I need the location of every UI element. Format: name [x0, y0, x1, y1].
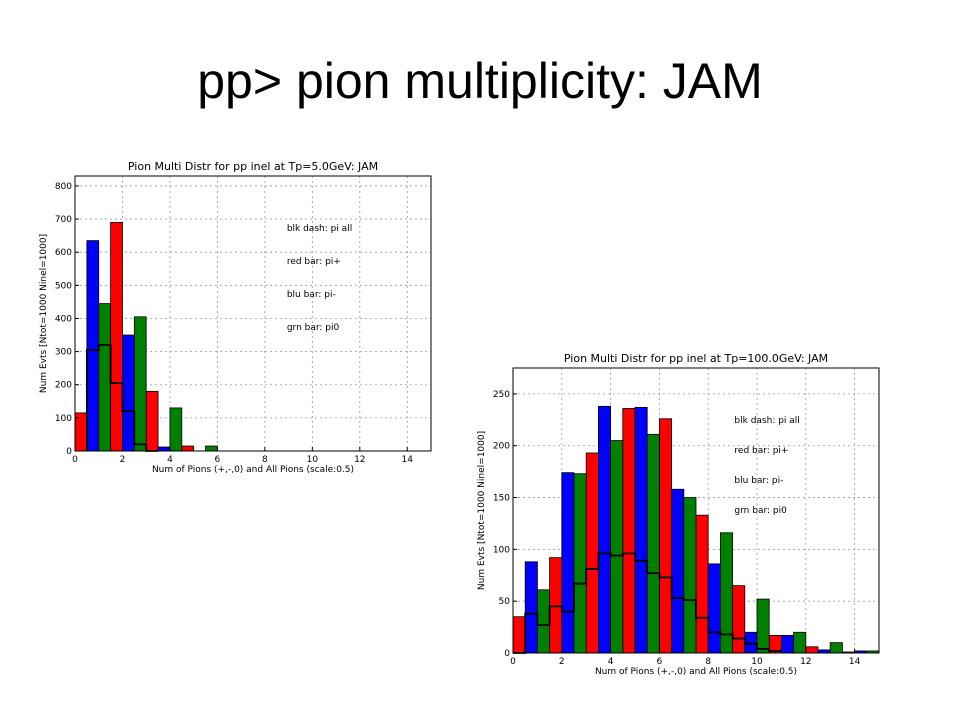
bar [732, 585, 746, 654]
bar [524, 561, 538, 654]
bar [122, 334, 135, 452]
y-tick-label: 200 [55, 381, 72, 391]
bar [683, 497, 697, 654]
y-tick-label: 0 [504, 649, 510, 659]
y-tick-label: 500 [55, 281, 72, 291]
y-tick-label: 100 [493, 545, 510, 555]
y-axis-label: Num Evts [Ntot=1000 Ninel=1000] [39, 234, 49, 393]
plot-frame [512, 367, 880, 654]
x-tick-label: 12 [354, 455, 365, 465]
bar [181, 445, 195, 452]
legend-entry: red bar: pi+ [287, 257, 341, 267]
bar [512, 616, 526, 654]
pi-all-step-line [85, 344, 159, 452]
x-tick-label: 2 [559, 657, 565, 667]
bar [610, 440, 624, 654]
x-tick-label: 8 [705, 657, 711, 667]
y-axis-label: Num Evts [Ntot=1000 Ninel=1000] [477, 431, 487, 590]
pi-all-step-line [513, 552, 782, 654]
x-tick-label: 4 [167, 455, 173, 465]
x-tick-label: 2 [120, 455, 126, 465]
bar [658, 418, 672, 654]
x-tick-label: 6 [215, 455, 221, 465]
y-tick-label: 0 [66, 447, 72, 457]
y-tick-label: 250 [493, 390, 510, 400]
y-tick-label: 150 [493, 494, 510, 504]
bar [805, 646, 819, 654]
bar [597, 405, 611, 654]
bar [157, 446, 171, 452]
x-tick-label: 12 [800, 657, 811, 667]
plot-frame [74, 175, 432, 452]
bar [133, 316, 147, 452]
bar [622, 408, 636, 654]
y-tick-label: 200 [493, 442, 510, 452]
y-tick-label: 700 [55, 215, 72, 225]
bar [829, 642, 843, 654]
bar [780, 634, 794, 654]
x-tick-label: 0 [72, 455, 78, 465]
chart-tp5: Pion Multi Distr for pp inel at Tp=5.0Ge… [39, 160, 432, 475]
x-tick-label: 4 [608, 657, 614, 667]
bar [549, 557, 563, 654]
bar [585, 452, 599, 654]
bar [169, 407, 183, 452]
bar [634, 406, 648, 654]
bar [86, 240, 100, 452]
bar [695, 514, 709, 654]
legend-entry: blk dash: pi all [287, 224, 352, 234]
y-tick-label: 100 [55, 414, 72, 424]
bar [646, 433, 660, 654]
chart-title: Pion Multi Distr for pp inel at Tp=5.0Ge… [128, 160, 378, 173]
x-tick-label: 8 [262, 455, 268, 465]
y-tick-label: 600 [55, 248, 72, 258]
x-axis-label: Num of Pions (+,-,0) and All Pions (scal… [152, 465, 354, 475]
bar [671, 488, 685, 654]
x-tick-label: 6 [657, 657, 663, 667]
bar [756, 598, 770, 654]
bar [707, 563, 721, 654]
bar [573, 473, 587, 654]
bar [145, 390, 159, 452]
legend-entry: blk dash: pi all [734, 416, 799, 426]
y-tick-label: 50 [499, 597, 511, 607]
x-tick-label: 14 [849, 657, 861, 667]
bar [537, 589, 551, 654]
bar [744, 631, 758, 654]
x-tick-label: 0 [510, 657, 516, 667]
x-tick-label: 10 [751, 657, 763, 667]
legend-entry: blu bar: pi- [287, 290, 336, 300]
bar [561, 472, 575, 654]
chart-tp100: Pion Multi Distr for pp inel at Tp=100.0… [477, 352, 880, 677]
y-tick-label: 400 [55, 314, 72, 324]
bar [205, 445, 218, 452]
legend-entry: red bar: pi+ [734, 446, 788, 456]
x-axis-label: Num of Pions (+,-,0) and All Pions (scal… [595, 667, 797, 677]
legend-entry: blu bar: pi- [734, 476, 783, 486]
slide-title: pp> pion multiplicity: JAM [197, 53, 763, 109]
legend-entry: grn bar: pi0 [734, 506, 787, 516]
bar [98, 303, 111, 452]
y-tick-label: 300 [55, 348, 72, 358]
bar [74, 412, 88, 452]
bar [110, 221, 123, 452]
x-tick-label: 10 [307, 455, 319, 465]
bar [793, 631, 807, 654]
x-tick-label: 14 [402, 455, 414, 465]
y-tick-label: 800 [55, 182, 72, 192]
chart-title: Pion Multi Distr for pp inel at Tp=100.0… [564, 352, 828, 365]
legend-entry: grn bar: pi0 [287, 323, 340, 333]
